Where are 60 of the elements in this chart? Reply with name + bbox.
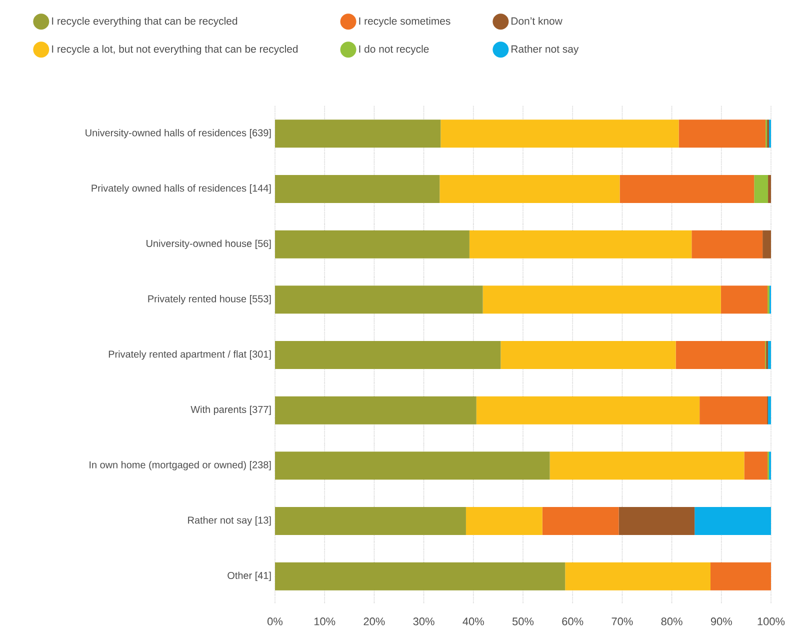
x-tick-label: 60%: [562, 618, 584, 626]
bar: [768, 341, 772, 370]
bar: [720, 286, 768, 314]
bar: [754, 175, 768, 204]
y-tick-label: Privately rented apartment / flat [301]: [108, 350, 271, 360]
y-tick-label: In own home (mortgaged or owned) [238]: [90, 461, 271, 470]
x-tick-label: 90%: [710, 618, 732, 626]
bar: [466, 507, 542, 536]
x-tick-label: 20%: [364, 618, 385, 626]
x-tick-label: 70%: [612, 618, 633, 626]
bar: [678, 120, 766, 148]
bar: [762, 230, 772, 258]
bar: [550, 452, 744, 480]
x-tick-label: 10%: [314, 618, 336, 626]
bar: [440, 120, 679, 148]
bar: [565, 562, 710, 590]
legend-label: I do not recycle: [359, 45, 429, 55]
legend-label: Rather not say: [512, 45, 579, 55]
y-tick-label: Other [41]: [228, 572, 271, 581]
bar: [275, 120, 441, 148]
bar: [676, 341, 766, 370]
bar: [440, 175, 620, 204]
bar: [275, 507, 466, 536]
bar: [618, 507, 695, 536]
bar: [768, 175, 772, 204]
legend-label: I recycle a lot, but not everything that can be recycled: [52, 45, 298, 55]
y-tick-label: Rather not say [13]: [188, 516, 271, 526]
y-tick-label: University-owned house [56]: [146, 240, 271, 249]
bar: [692, 230, 763, 258]
bar: [744, 452, 768, 480]
x-tick-label: 50%: [512, 618, 534, 626]
bar: [275, 341, 501, 370]
y-tick-label: Privately owned halls of residences [144]: [92, 184, 271, 194]
bar: [275, 286, 483, 314]
bar: [469, 230, 692, 258]
bar: [482, 286, 721, 314]
bar: [275, 452, 550, 480]
bar: [275, 175, 440, 204]
y-tick-label: With parents [377]: [190, 406, 271, 415]
y-tick-label: University-owned halls of residences [639]: [86, 129, 271, 138]
bar: [620, 175, 754, 204]
y-tick-label: Privately rented house [553]: [148, 295, 271, 304]
legend-label: Don’t know: [512, 17, 562, 25]
bar: [275, 396, 476, 424]
x-tick-label: 40%: [462, 618, 484, 626]
x-tick-label: 100%: [758, 618, 785, 626]
bar: [542, 507, 619, 536]
legend-label: I recycle sometimes: [359, 17, 450, 27]
bar: [694, 507, 772, 536]
x-tick-label: 80%: [661, 618, 682, 626]
bar: [768, 396, 772, 424]
bar: [710, 562, 772, 590]
bar: [476, 396, 700, 424]
x-tick-label: 30%: [413, 618, 434, 626]
bar: [500, 341, 676, 370]
bar: [275, 562, 566, 590]
bar: [275, 230, 470, 258]
legend-label: I recycle everything that can be recycled: [52, 17, 238, 27]
x-tick-label: 0%: [268, 618, 283, 626]
bar: [700, 396, 768, 424]
